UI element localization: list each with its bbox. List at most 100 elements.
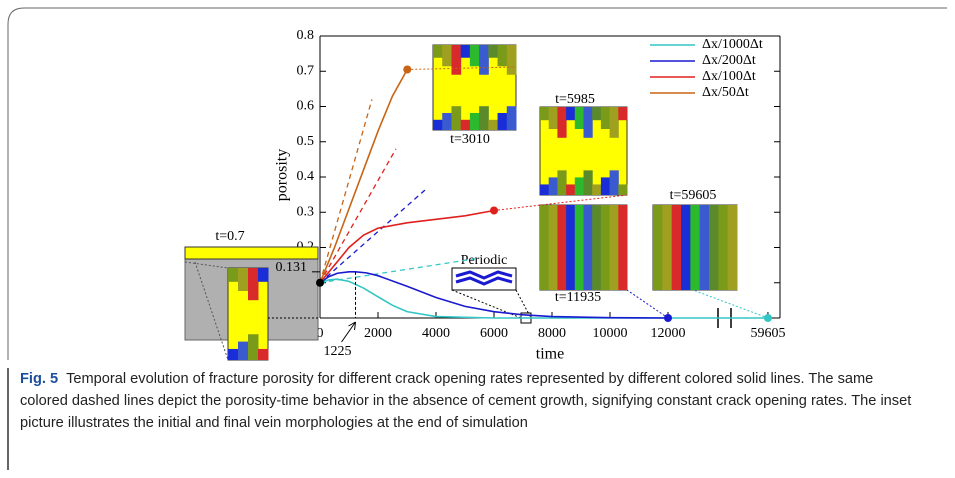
annotation: t=0.7 [215,229,244,244]
inset-grain [488,120,498,130]
inset-grain [662,205,672,290]
inset-grain [718,205,728,290]
inset-grain [557,107,566,138]
caption-text: Temporal evolution of fracture porosity … [20,371,911,431]
annotation: Periodic [461,253,508,268]
inset-grain [618,205,627,290]
inset-grain [557,205,566,290]
inset-grain [566,107,575,120]
inset-grain [592,205,601,290]
inset-grain [433,45,443,58]
legend-label: Δx/50Δt [702,85,749,100]
y-tick-label: 0.5 [297,134,315,149]
end-point [490,206,498,214]
line [320,69,407,282]
inset-grain [575,205,584,290]
inset-strip [185,247,318,259]
y-axis-label: porosity [274,149,291,201]
x-tick-label: 4000 [422,326,450,341]
y-tick-label: 0.7 [297,63,315,78]
inset-grain [584,205,593,290]
inset-grain [601,177,610,195]
inset-grain [681,205,691,290]
legend-label: Δx/100Δt [702,69,756,84]
inset-grain [549,205,558,290]
peak-x-label: 1225 [324,344,352,359]
inset-grain [258,268,269,282]
y-tick-label: 0.6 [297,99,315,114]
x-tick-label: 59605 [750,326,785,341]
x-tick-label: 12000 [651,326,686,341]
x-tick-label: 6000 [480,326,508,341]
inset-grain [451,106,461,130]
inset-grain [461,120,471,130]
inset-grain [248,334,259,360]
annotation: t=3010 [450,132,490,147]
annotation: t=59605 [670,188,717,203]
inset-grain [238,268,249,291]
peak-y-label: 0.131 [276,260,308,275]
y-tick-label: 0.4 [297,169,315,184]
reference-line [320,149,396,283]
peak-arrow [342,322,356,342]
inset-grain [566,205,575,290]
inset-grain [592,107,601,120]
end-point [403,65,411,73]
caption-label: Fig. 5 [20,371,58,387]
inset-grain [228,268,239,282]
inset-grain [507,45,517,75]
inset-grain [618,184,627,195]
inset-grain [700,205,710,290]
inset-grain [258,349,269,360]
inset-grain [461,45,471,58]
connector [627,290,668,318]
inset-grain [488,45,498,58]
inset-grain [479,45,489,75]
inset-grain [601,107,610,129]
inset-grain [540,184,549,195]
inset-grain [248,268,259,300]
annotation: t=5985 [555,92,595,107]
inset-grain [690,205,700,290]
inset-grain [442,45,452,66]
annotation: t=11935 [555,290,601,305]
inset-grain [228,349,239,360]
inset-grain [584,170,593,195]
inset-grain [728,205,738,290]
inset-grain [709,205,719,290]
inset-grain [592,184,601,195]
inset-grain [610,107,619,138]
inset-grain [575,107,584,129]
x-tick-label: 10000 [593,326,628,341]
inset-grain [433,120,443,130]
inset-grain [470,45,480,66]
inset-grain [451,45,461,75]
legend-label: Δx/200Δt [702,53,756,68]
inset-grain [540,205,549,290]
end-point [764,314,772,322]
end-point [664,314,672,322]
reference-line [320,99,372,282]
inset-grain [566,184,575,195]
inset-grain [540,107,549,120]
inset-grain [601,205,610,290]
inset-grain [610,170,619,195]
inset-grain [549,177,558,195]
legend-label: Δx/1000Δt [702,37,763,52]
inset-grain [618,107,627,120]
inset-grain [575,177,584,195]
x-axis-label: time [536,346,564,363]
inset-grain [442,113,452,130]
inset-grain [672,205,682,290]
y-tick-label: 0.3 [297,204,315,219]
inset-grain [549,107,558,129]
inset-grain [584,107,593,138]
inset-grain [498,45,508,66]
inset-grain [479,106,489,130]
start-point [316,279,324,287]
x-tick-label: 8000 [538,326,566,341]
inset-grain [498,113,508,130]
y-tick-label: 0.8 [297,28,315,43]
page: {"chart_data": {"type": "line", "xlabel"… [0,0,955,478]
